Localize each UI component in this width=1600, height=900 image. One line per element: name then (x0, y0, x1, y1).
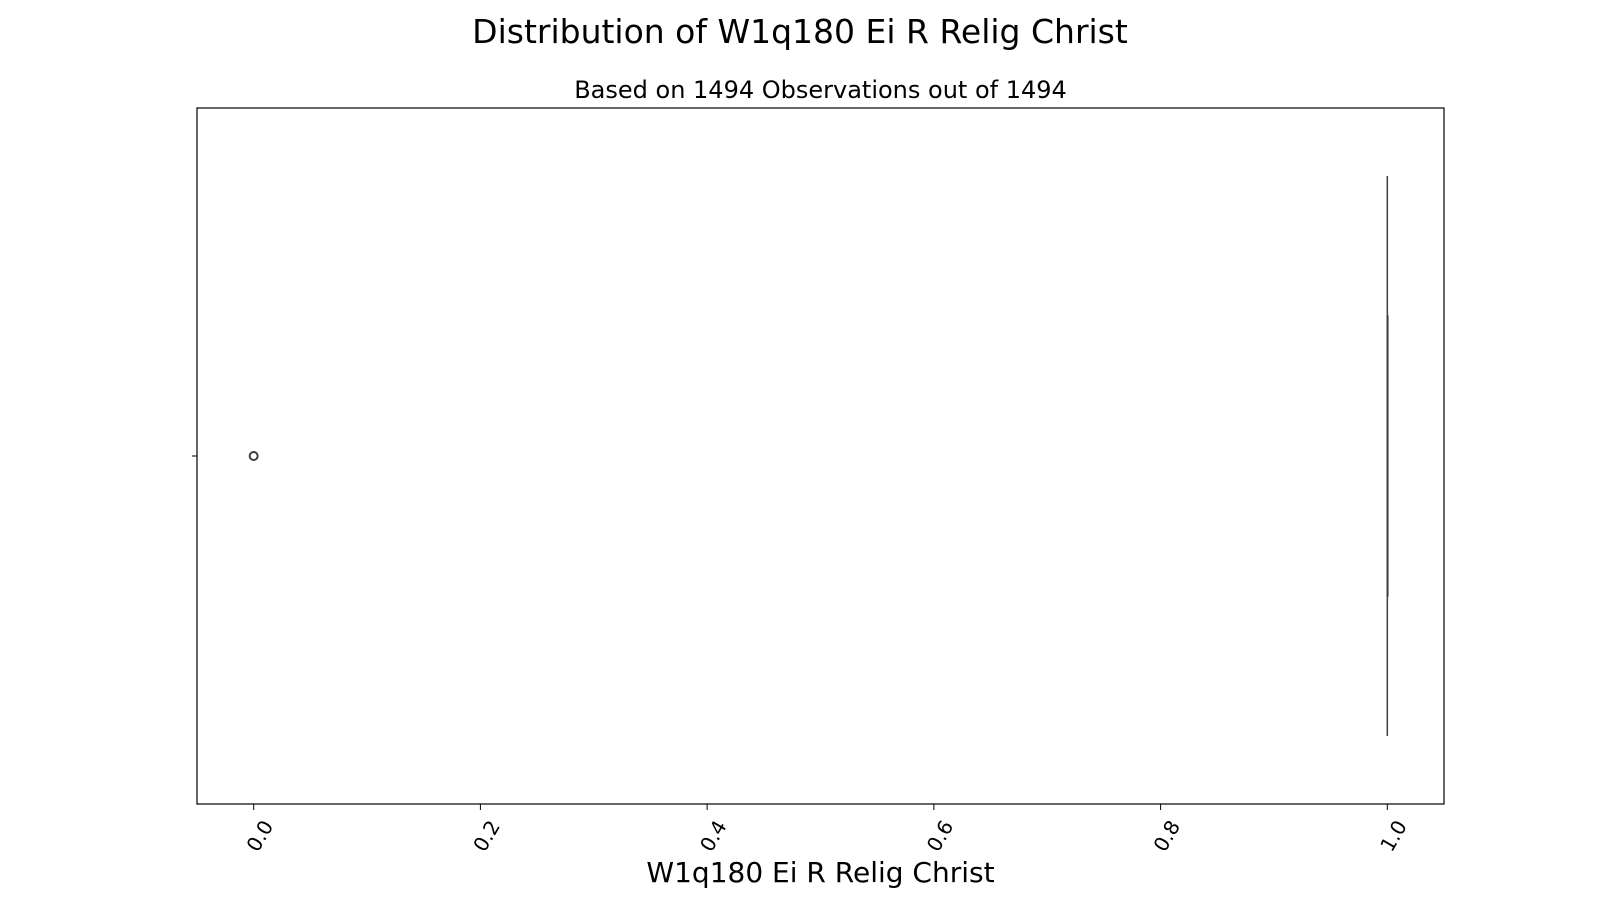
x-tick-label: 0.0 (241, 816, 278, 856)
x-tick-label: 0.6 (922, 816, 959, 856)
x-tick-label: 0.4 (695, 816, 732, 856)
chart-title: Distribution of W1q180 Ei R Relig Christ (472, 12, 1128, 51)
x-tick-label: 0.8 (1148, 816, 1185, 856)
x-axis-label: W1q180 Ei R Relig Christ (646, 856, 995, 889)
x-tick-label: 0.2 (468, 816, 505, 856)
x-tick-label: 1.0 (1375, 816, 1412, 856)
outlier-point (248, 451, 259, 461)
plot-area (196, 107, 1445, 805)
chart-subtitle: Based on 1494 Observations out of 1494 (574, 76, 1067, 104)
